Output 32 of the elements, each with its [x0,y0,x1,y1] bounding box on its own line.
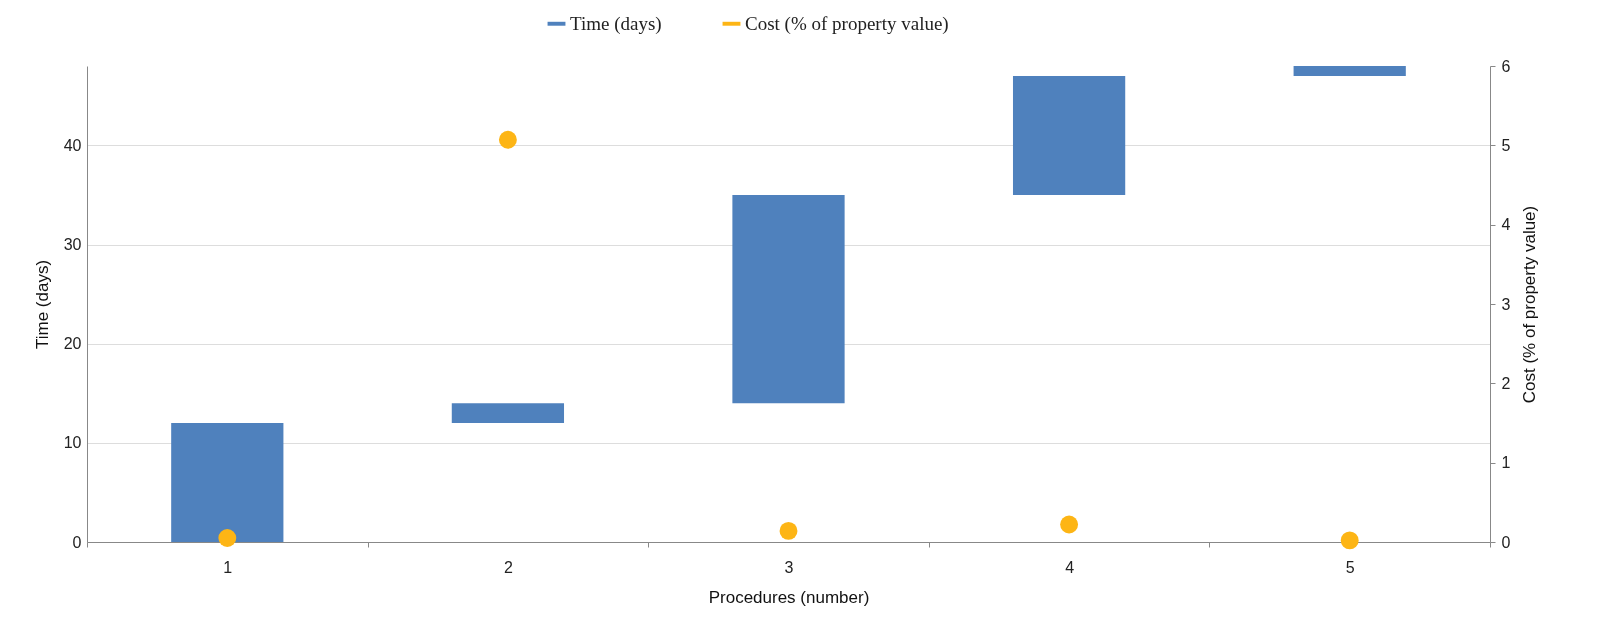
point [1060,515,1079,534]
x-tick-label: 3 [784,558,794,576]
bar [1012,75,1126,195]
x-tick-label: 1 [223,558,233,576]
point [498,130,517,149]
bar [171,423,284,542]
y2-axis-title: Cost (% of property value) [1520,205,1540,404]
x-axis-title: Procedures (number) [708,587,870,607]
bar [1293,66,1406,76]
y-tick-label: 30 [63,236,82,253]
y-tick-label: 10 [63,434,82,452]
y2-tick-label: 5 [1501,136,1511,154]
y2-tick-label: 6 [1501,57,1511,75]
x-tick-label: 2 [503,558,513,576]
point [779,521,798,540]
x-tick-label: 4 [1065,558,1075,576]
bar [732,194,845,404]
y2-tick-label: 2 [1501,374,1511,392]
y2-tick-label: 1 [1501,454,1511,472]
legend-label: Cost (% of property value) [745,12,949,35]
y2-tick-label: 4 [1501,216,1511,234]
bar [451,403,565,423]
y-tick-label: 20 [63,335,82,353]
y2-tick-label: 0 [1501,533,1511,551]
y2-tick-label: 3 [1501,295,1511,313]
x-tick-label: 5 [1345,558,1355,576]
y-axis-title: Time (days) [32,259,52,350]
y-tick-label: 0 [72,533,82,551]
point [1340,531,1359,550]
y-tick-label: 40 [63,136,82,154]
legend-label: Time (days) [570,12,662,35]
point [218,529,237,547]
